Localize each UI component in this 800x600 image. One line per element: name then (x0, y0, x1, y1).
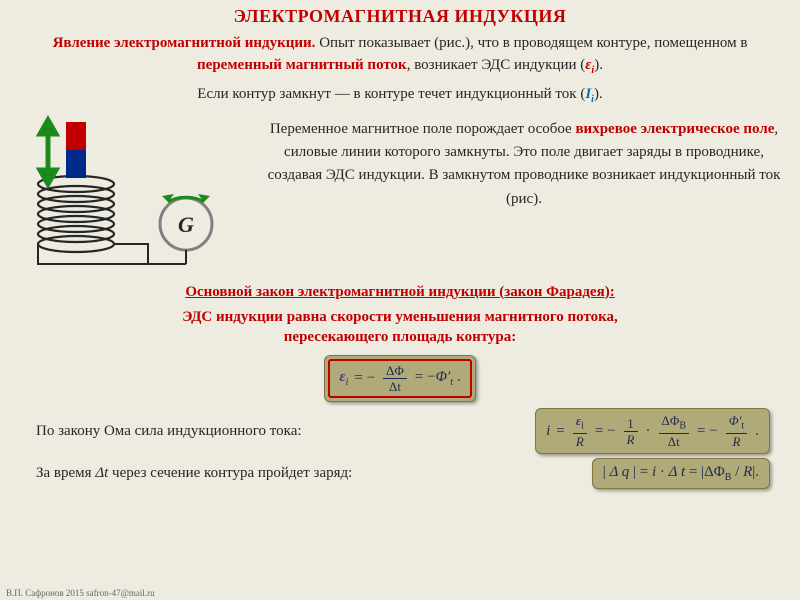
vortex-field: вихревое электрическое поле (575, 121, 774, 137)
ohm-row: По закону Ома сила индукционного тока: i… (18, 408, 800, 454)
vortex-field-paragraph: Переменное магнитное поле порождает особ… (266, 114, 782, 211)
charge-formula-box: | Δ q | = i · Δ t = |ΔΦB / R|. (592, 458, 770, 489)
variable-flux: переменный магнитный поток (197, 57, 407, 73)
faraday-formula-box: εi = − ΔΦΔt = −Φ′t . (324, 355, 475, 402)
charge-label: За время Δt через сечение контура пройде… (36, 465, 352, 482)
faraday-law-heading: Основной закон электромагнитной индукции… (18, 284, 782, 301)
page-title: ЭЛЕКТРОМАГНИТНАЯ ИНДУКЦИЯ (18, 6, 782, 27)
galvanometer-label: G (178, 212, 194, 237)
ohm-label: По закону Ома сила индукционного тока: (36, 423, 302, 440)
faraday-law-text: ЭДС индукции равна скорости уменьшения м… (18, 307, 782, 348)
intro-paragraph: Явление электромагнитной индукции. Опыт … (18, 33, 782, 78)
ii-symbol: Ii (585, 86, 594, 102)
closed-loop-line: Если контур замкнут — в контуре течет ин… (18, 84, 782, 108)
footer-credit: В.П. Сафронов 2015 safron-47@mail.ru (6, 588, 155, 598)
current-formula-box: i= εiR = − 1R · ΔΦBΔt = − Φ′tR . (535, 408, 770, 454)
charge-row: За время Δt через сечение контура пройде… (18, 458, 800, 489)
experiment-diagram: G (18, 114, 248, 274)
eps-i-symbol: εi (585, 57, 594, 73)
main-formula-row: εi = − ΔΦΔt = −Φ′t . (18, 355, 782, 402)
intro-lead: Явление электромагнитной индукции. (53, 35, 316, 51)
